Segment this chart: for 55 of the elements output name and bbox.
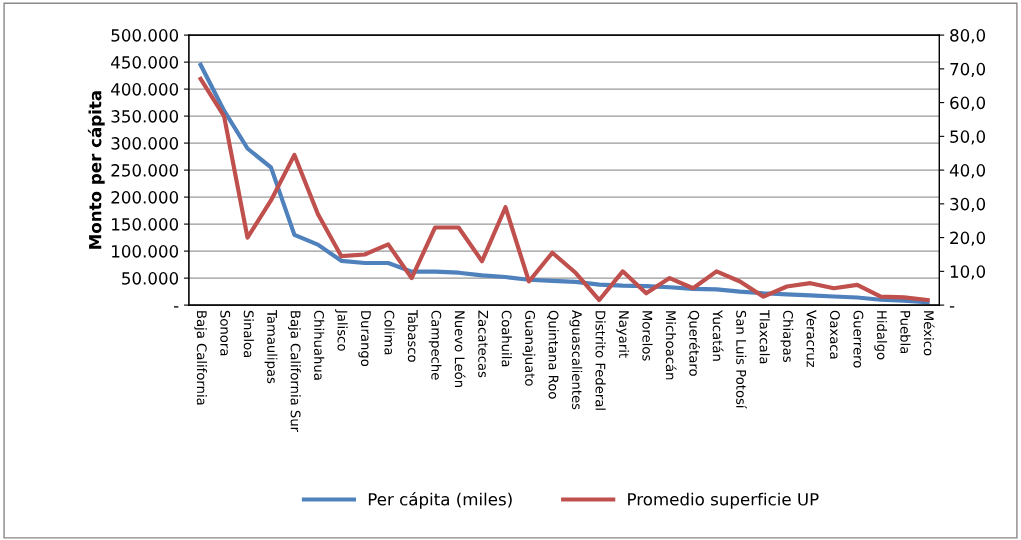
x-tick-label: Zacatecas: [478, 310, 488, 378]
y-tick-label: 50.000: [122, 272, 179, 285]
y2-tick-label: 20,0: [950, 231, 986, 246]
y-tick-label: 500.000: [111, 29, 179, 42]
y2-tick-label: -: [949, 306, 955, 308]
x-tick-label: San Luis Potosí: [736, 310, 747, 409]
y-tick-label: 250.000: [111, 164, 179, 177]
x-tick-label: Sonora: [220, 310, 231, 356]
x-tick-label: Chiapas: [780, 310, 794, 362]
x-tick-label: Querétaro: [687, 310, 700, 376]
x-tick-label: Guanajuato: [522, 310, 536, 386]
x-tick-label: México: [923, 311, 935, 356]
y-tick-label: 200.000: [111, 191, 179, 204]
y-tick-label: 150.000: [112, 218, 179, 231]
x-tick-label: Hidalgo: [874, 311, 888, 360]
x-tick-label: Morelos: [642, 311, 653, 361]
x-tick-label: Campeche: [428, 310, 442, 380]
x-tick-label: Sinaloa: [243, 310, 254, 358]
x-tick-label: Michoacán: [665, 311, 677, 380]
legend-label: Per cápita (miles): [368, 492, 512, 509]
x-tick-label: Tlaxcala: [759, 309, 770, 364]
y2-tick-label: 10,0: [950, 265, 986, 280]
x-tick-label: Baja California: [194, 311, 207, 405]
y2-tick-label: 80,0: [950, 29, 986, 44]
y-tick-label: 100.000: [112, 245, 179, 258]
y-axis-title: Monto per cápita: [87, 91, 105, 249]
y-tick-label: 450.000: [111, 56, 179, 69]
y-tick-label: -: [173, 306, 179, 308]
x-tick-label: Yucatán: [712, 309, 724, 361]
x-tick-label: Quintana Roo: [547, 310, 559, 399]
x-tick-label: Tamaulipas: [264, 309, 278, 384]
x-tick-label: Durango: [358, 311, 371, 367]
y-tick-label: 300.000: [111, 137, 179, 150]
x-tick-label: Veracruz: [806, 310, 817, 367]
x-tick-label: Coahuila: [501, 310, 512, 367]
y-tick-label: 350.000: [111, 110, 179, 123]
x-tick-label: Tabasco: [407, 309, 419, 362]
x-tick-label: Jalisco: [335, 309, 348, 351]
x-tick-label: Chihuahua: [314, 310, 325, 380]
x-tick-label: Colima: [384, 310, 395, 355]
x-tick-label: Oaxaca: [829, 310, 840, 359]
x-tick-label: Puebla: [900, 311, 911, 354]
y2-tick-label: 70,0: [950, 62, 986, 78]
x-tick-label: Guerrero: [853, 310, 864, 368]
y-tick-label: 400.000: [111, 83, 179, 96]
y2-tick-label: 30,0: [950, 197, 986, 213]
x-tick-label: Baja California Sur: [288, 311, 301, 433]
y2-tick-label: 40,0: [949, 164, 986, 179]
y2-tick-label: 60,0: [950, 96, 986, 111]
x-tick-label: Aguascalientes: [569, 310, 583, 410]
legend-label: Promedio superficie UP: [628, 492, 819, 509]
x-tick-label: Nayarit: [616, 311, 630, 358]
x-tick-label: Distrito Federal: [595, 311, 606, 410]
y2-tick-label: 50,0: [950, 130, 986, 145]
x-tick-label: Nuevo León: [454, 311, 466, 387]
